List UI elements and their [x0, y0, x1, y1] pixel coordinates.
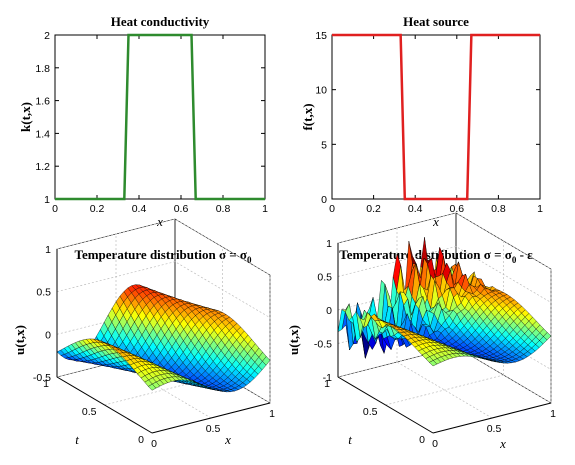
plot-area: [331, 34, 541, 200]
y-axis-label: k(t,x): [18, 102, 33, 132]
y-tick-label: 0: [321, 194, 327, 206]
y-tick-label: 10: [315, 85, 327, 97]
t-tick-label: 0.5: [363, 406, 378, 418]
x-tick-label: 0.8: [216, 203, 231, 215]
surface-patch: [148, 383, 157, 391]
x-axis-label: x: [156, 214, 163, 229]
axis-line: [56, 376, 153, 434]
y-tick-label: 2: [44, 30, 50, 42]
x-tick-label: 0: [151, 438, 157, 450]
y-tick-label: 1.2: [35, 161, 50, 173]
x-tick-label: 0: [329, 203, 335, 215]
x-tick-label: 0.4: [408, 203, 423, 215]
chart-title: Heat source: [403, 14, 469, 29]
x-tick-label: 0.5: [487, 423, 502, 435]
z-tick-label: 1: [326, 238, 332, 250]
panel-temperature-sigma0: Temperature distribution σ = σ0 -0.500.5…: [12, 218, 275, 450]
y-axis-label: f(t,x): [300, 103, 315, 130]
x-tick-label: 1: [550, 408, 556, 420]
x-tick-label: 0: [52, 203, 58, 215]
grid-line: [56, 218, 271, 276]
y-tick-label: 1.6: [35, 96, 50, 108]
x-axis-label: x: [499, 436, 506, 451]
grid-line: [385, 374, 504, 406]
z-tick-label: 0.5: [317, 272, 332, 284]
plot-area: [54, 34, 266, 200]
y-tick-label: 1.4: [35, 128, 50, 140]
z-tick-label: 0.5: [36, 287, 51, 299]
surface: [56, 284, 271, 393]
x-tick-label: 0.5: [206, 423, 221, 435]
x-axis-label: x: [432, 214, 439, 229]
title-subscript: 0: [247, 255, 252, 265]
t-tick-label: 0.5: [82, 406, 97, 418]
surface: [337, 237, 552, 367]
x-axis-label: x: [224, 432, 231, 447]
title-main: Temperature distribution σ = σ: [74, 247, 247, 262]
y-tick-label: 1: [44, 194, 50, 206]
t-tick-label: 0: [138, 434, 144, 446]
t-tick-label: 0: [419, 434, 425, 446]
chart-title: Heat conductivity: [111, 14, 210, 29]
x-tick-label: 0.2: [90, 203, 105, 215]
series-line: [55, 33, 265, 201]
z-tick-label: 0: [326, 305, 332, 317]
y-axis-label: t: [75, 432, 79, 447]
grid-line: [56, 261, 271, 318]
x-tick-label: 0.4: [132, 203, 147, 215]
title-subscript: 0: [512, 255, 517, 265]
y-tick-label: 15: [315, 30, 327, 42]
axis-line: [151, 402, 271, 434]
z-tick-label: -0.5: [33, 372, 51, 384]
z-tick-label: 0: [45, 329, 51, 341]
grid-line: [337, 246, 552, 303]
y-tick-label: 5: [321, 139, 327, 151]
axis-line: [432, 402, 552, 434]
title-tail: - ε: [516, 247, 533, 262]
grid-line: [337, 212, 552, 270]
x-tick-label: 0: [432, 438, 438, 450]
series-line: [332, 33, 540, 201]
chart-title: Temperature distribution σ = σ0: [74, 247, 252, 265]
z-axis-label: u(t,x): [12, 325, 27, 355]
x-tick-label: 0.6: [174, 203, 189, 215]
x-tick-label: 1: [537, 203, 543, 215]
z-tick-label: 1: [45, 244, 51, 256]
x-tick-label: 0.8: [491, 203, 506, 215]
z-tick-label: -1: [323, 372, 332, 384]
t-tick-label: 1: [43, 378, 49, 390]
x-tick-label: 0.6: [449, 203, 464, 215]
t-tick-label: 1: [324, 378, 330, 390]
z-axis-label: u(t,x): [286, 325, 301, 355]
panel-temperature-sigma0-eps: Temperature distribution σ = σ0 - ε -1-0…: [286, 212, 556, 451]
panel-heat-conductivity: Heat conductivity 0 0.2 0.4 0.6 0.8 1 1 1.2 1.4 1…: [18, 14, 268, 229]
y-tick-label: 1.8: [35, 63, 50, 75]
x-tick-label: 1: [262, 203, 268, 215]
z-tick-label: -0.5: [314, 339, 332, 351]
surface-patch: [429, 360, 438, 367]
x-tick-label: 1: [269, 408, 275, 420]
y-axis-label: t: [348, 432, 352, 447]
axis-line: [337, 376, 434, 434]
x-tick-label: 0.2: [366, 203, 381, 215]
